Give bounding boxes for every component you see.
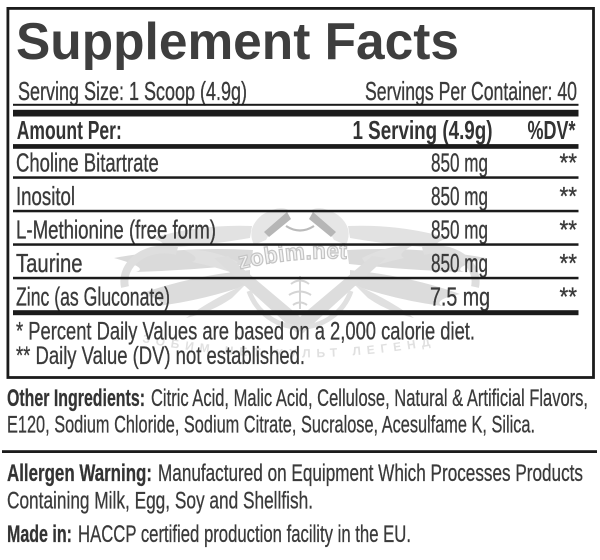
- svg-text:850 mg: 850 mg: [431, 248, 488, 278]
- svg-text:Taurine: Taurine: [16, 248, 83, 278]
- svg-text:Zinc (as Gluconate): Zinc (as Gluconate): [16, 281, 170, 311]
- svg-text:**: **: [560, 148, 578, 178]
- svg-text:Allergen Warning:: Allergen Warning:: [7, 460, 152, 487]
- svg-text:%DV*: %DV*: [528, 115, 577, 145]
- svg-text:**: **: [560, 215, 578, 245]
- svg-text:850 mg: 850 mg: [431, 181, 488, 211]
- svg-text:**: **: [560, 248, 578, 278]
- svg-text:Serving Size: 1 Scoop (4.9g): Serving Size: 1 Scoop (4.9g): [18, 76, 247, 106]
- svg-text:Inositol: Inositol: [16, 181, 75, 211]
- svg-text:Made in:: Made in:: [7, 521, 72, 548]
- svg-text:Supplement Facts: Supplement Facts: [16, 13, 459, 71]
- svg-text:1 Serving (4.9g): 1 Serving (4.9g): [353, 115, 493, 145]
- svg-text:E120, Sodium Chloride, Sodium: E120, Sodium Chloride, Sodium Citrate, S…: [7, 412, 535, 439]
- svg-text:HACCP certified production fac: HACCP certified production facility in t…: [78, 521, 411, 548]
- svg-text:* Percent Daily Values are bas: * Percent Daily Values are based on a 2,…: [16, 318, 475, 346]
- svg-text:**: **: [560, 281, 578, 311]
- svg-text:850 mg: 850 mg: [431, 215, 488, 245]
- svg-text:Citric Acid, Malic Acid, Cellu: Citric Acid, Malic Acid, Cellulose, Natu…: [151, 385, 588, 412]
- svg-text:Amount Per:: Amount Per:: [17, 115, 122, 145]
- svg-text:Manufactured on Equipment Whic: Manufactured on Equipment Which Processe…: [158, 460, 583, 487]
- svg-text:Servings Per Container: 40: Servings Per Container: 40: [365, 76, 577, 106]
- svg-text:Other Ingredients:: Other Ingredients:: [7, 385, 145, 412]
- svg-text:Choline Bitartrate: Choline Bitartrate: [16, 148, 159, 178]
- svg-text:7.5 mg: 7.5 mg: [430, 281, 490, 311]
- svg-text:** Daily Value (DV) not establ: ** Daily Value (DV) not established.: [16, 342, 305, 370]
- svg-text:850 mg: 850 mg: [431, 148, 488, 178]
- svg-text:**: **: [560, 181, 578, 211]
- svg-text:L-Methionine (free form): L-Methionine (free form): [16, 215, 216, 245]
- svg-text:Containing Milk, Egg, Soy and: Containing Milk, Egg, Soy and Shellfish.: [7, 488, 313, 515]
